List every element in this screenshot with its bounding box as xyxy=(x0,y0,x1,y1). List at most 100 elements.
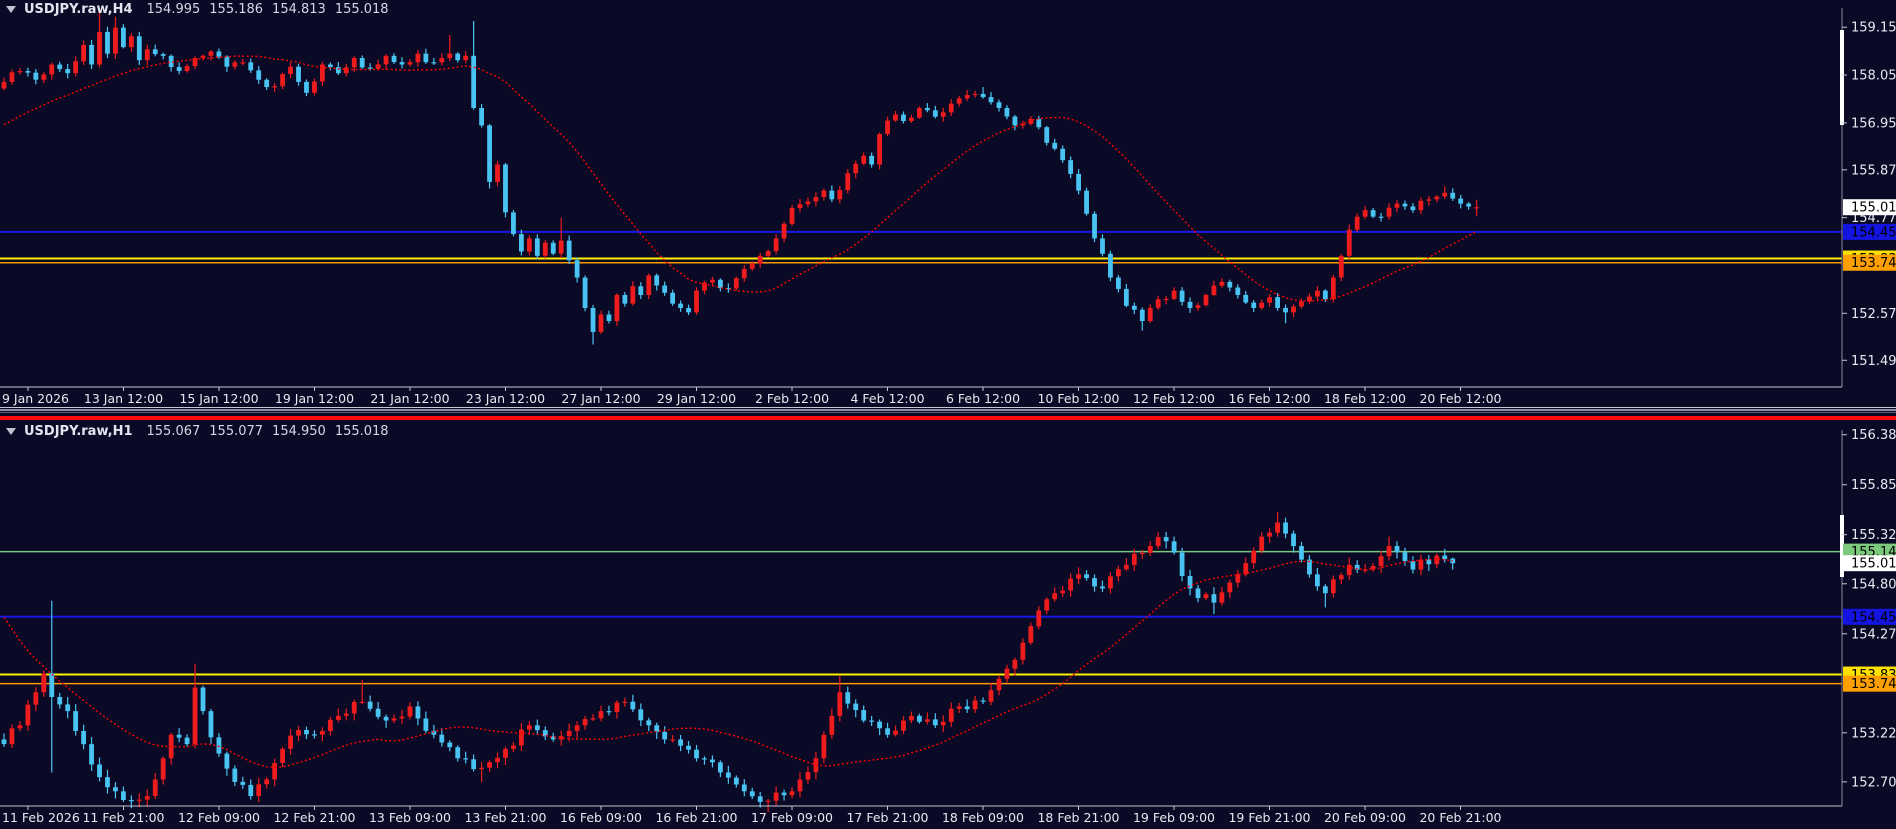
candle-body xyxy=(511,745,516,748)
active-window-divider[interactable] xyxy=(0,416,1896,420)
candle-body xyxy=(431,62,436,63)
candle-body xyxy=(591,308,596,332)
candle-body xyxy=(774,238,779,251)
time-tick-label: 18 Feb 12:00 xyxy=(1324,391,1406,406)
candle-body xyxy=(240,782,245,785)
candle-body xyxy=(368,702,373,709)
time-tick-label: 13 Feb 21:00 xyxy=(464,810,546,825)
candle-body xyxy=(1387,546,1392,556)
candle-body xyxy=(1251,551,1256,563)
time-tick-label: 20 Feb 21:00 xyxy=(1419,810,1501,825)
candle-body xyxy=(877,722,882,729)
candle-body xyxy=(1275,297,1280,308)
candle-body xyxy=(463,56,468,60)
candle-body xyxy=(1466,204,1471,207)
candle-body xyxy=(25,71,30,73)
axis-scroll-marker[interactable] xyxy=(1840,30,1844,125)
price-tick-label: 158.058 xyxy=(1851,69,1896,84)
candle-body xyxy=(232,62,237,66)
candle-body xyxy=(1243,295,1248,303)
price-badge-value: 155.018 xyxy=(1851,201,1896,216)
candle-body xyxy=(853,164,858,173)
candle-body xyxy=(575,260,580,277)
candle-body xyxy=(1092,578,1097,586)
candle-body xyxy=(607,315,612,322)
chart-collapse-icon[interactable] xyxy=(6,428,16,435)
candle-body xyxy=(1140,310,1145,321)
h4-close: 155.018 xyxy=(335,2,389,17)
candle-body xyxy=(1355,217,1360,230)
candle-body xyxy=(670,739,675,740)
candle-body xyxy=(487,125,492,182)
time-tick-label: 4 Feb 12:00 xyxy=(850,391,924,406)
candle-body xyxy=(503,749,508,758)
candle-body xyxy=(1363,210,1368,217)
candle-body xyxy=(686,308,691,312)
candle-body xyxy=(121,791,126,800)
candle-body xyxy=(829,716,834,735)
time-tick-label: 12 Feb 09:00 xyxy=(178,810,260,825)
candle-body xyxy=(989,690,994,701)
candle-body xyxy=(1442,555,1447,559)
candle-body xyxy=(615,703,620,712)
h1-price-chart[interactable]: 156.380155.850155.320154.800154.270153.2… xyxy=(0,421,1896,829)
candle-body xyxy=(1180,291,1185,302)
time-axis[interactable]: 11 Feb 202611 Feb 21:0012 Feb 09:0012 Fe… xyxy=(2,806,1502,825)
price-badge-value: 154.450 xyxy=(1851,225,1896,240)
candle-body xyxy=(41,74,46,79)
candle-body xyxy=(957,98,962,103)
candle-body xyxy=(766,251,771,256)
candle-body xyxy=(535,725,540,730)
candle-body xyxy=(1060,591,1065,594)
candle-body xyxy=(1044,127,1049,143)
candle-body xyxy=(750,791,755,796)
price-tick-label: 153.220 xyxy=(1851,726,1896,741)
chart-frame xyxy=(0,8,1844,387)
time-tick-label: 17 Feb 09:00 xyxy=(751,810,833,825)
candle-body xyxy=(575,725,580,731)
candle-body xyxy=(519,234,524,251)
candle-body xyxy=(694,291,699,313)
h4-high: 155.186 xyxy=(209,2,263,17)
candle-body xyxy=(1076,574,1081,578)
chart-collapse-icon[interactable] xyxy=(6,6,16,13)
price-badges-layer: 155.141155.018154.450153.838153.741 xyxy=(1843,544,1896,693)
candle-body xyxy=(400,62,405,64)
ma-line xyxy=(4,56,1477,301)
price-axis[interactable]: 159.158158.058156.958155.878154.778152.5… xyxy=(1842,21,1896,369)
candle-body xyxy=(336,67,341,73)
candle-body xyxy=(296,67,301,82)
candle-body xyxy=(344,714,349,716)
candle-body xyxy=(1164,299,1169,300)
candle-body xyxy=(423,54,428,63)
candle-body xyxy=(81,731,86,744)
candle-body xyxy=(455,747,460,758)
candle-body xyxy=(1068,160,1073,174)
candle-body xyxy=(1387,208,1392,217)
candle-body xyxy=(798,204,803,208)
candle-body xyxy=(224,754,229,769)
candle-body xyxy=(583,278,588,308)
h1-symbol-period: USDJPY.raw,H1 xyxy=(24,424,133,439)
time-tick-label: 29 Jan 12:00 xyxy=(657,391,736,406)
candle-body xyxy=(81,45,86,61)
candle-body xyxy=(264,80,269,87)
candle-body xyxy=(591,718,596,719)
candle-body xyxy=(917,108,922,118)
candle-body xyxy=(1028,626,1033,642)
candle-body xyxy=(1434,197,1439,200)
candle-body xyxy=(1339,256,1344,278)
candle-body xyxy=(1403,552,1408,561)
candle-body xyxy=(806,772,811,779)
time-tick-label: 12 Feb 21:00 xyxy=(273,810,355,825)
candle-body xyxy=(201,688,206,712)
candle-body xyxy=(1450,193,1455,199)
price-tick-label: 155.320 xyxy=(1851,528,1896,543)
window-separator[interactable] xyxy=(0,409,1896,411)
h4-price-chart[interactable]: 159.158158.058156.958155.878154.778152.5… xyxy=(0,0,1896,413)
time-axis[interactable]: 9 Jan 202613 Jan 12:0015 Jan 12:0019 Jan… xyxy=(2,387,1502,406)
candle-body xyxy=(710,280,715,283)
candle-body xyxy=(447,54,452,58)
candle-body xyxy=(392,56,397,62)
candle-body xyxy=(1418,560,1423,570)
